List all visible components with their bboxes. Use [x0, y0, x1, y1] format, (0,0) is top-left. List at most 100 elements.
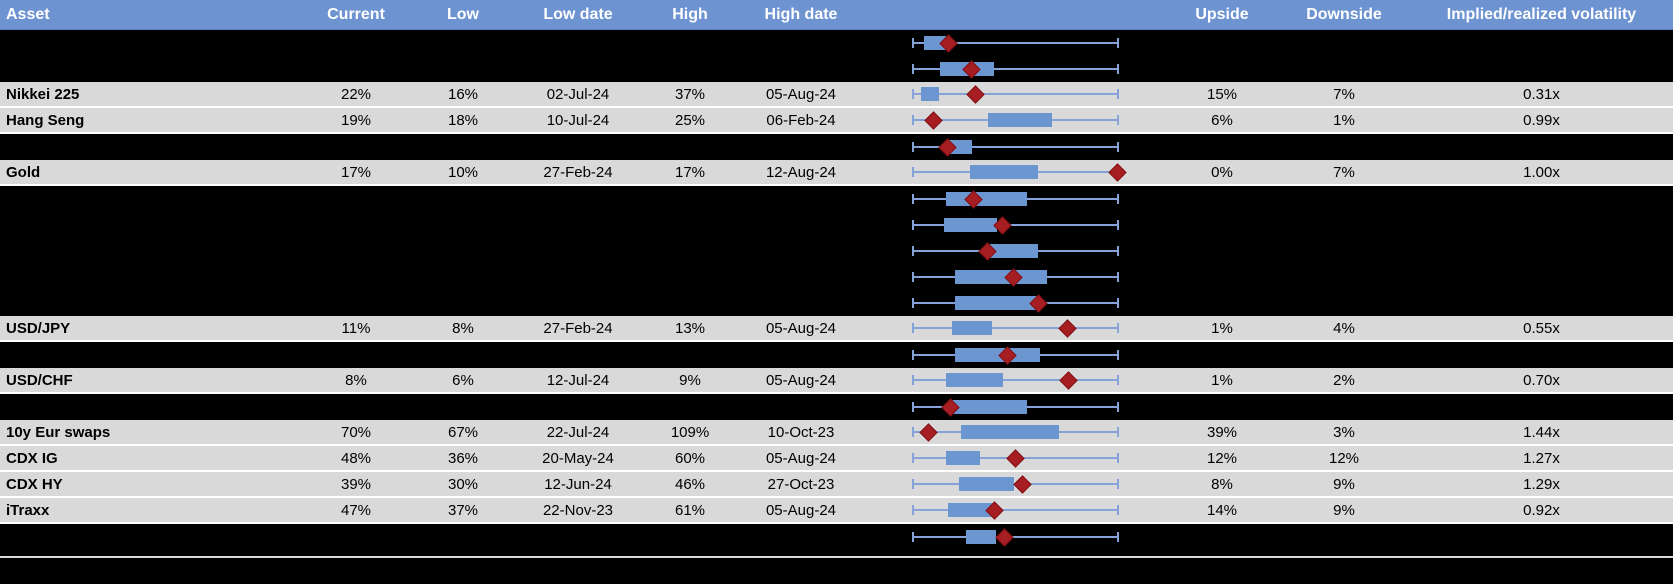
table-row	[0, 290, 1673, 316]
range-box	[944, 218, 998, 232]
table-row: Gold 17% 10% 27-Feb-24 17% 12-Aug-24 0% …	[0, 160, 1673, 186]
high-date: 05-Aug-24	[765, 85, 837, 103]
table-row	[0, 134, 1673, 160]
range-box	[989, 244, 1038, 258]
high-date: 05-Aug-24	[765, 319, 837, 337]
low-value: 36%	[447, 449, 479, 467]
asset-name: iTraxx	[6, 501, 50, 519]
whisker-cap-right	[1117, 115, 1119, 125]
low-value: 10%	[447, 163, 479, 181]
header-high-date: High date	[764, 5, 838, 23]
whisker-cap-right	[1117, 220, 1119, 230]
low-value: 16%	[447, 85, 479, 103]
header-downside: Downside	[1306, 5, 1382, 23]
current-value: 47%	[340, 501, 372, 519]
range-box	[988, 113, 1052, 127]
implied-realized-value: 1.27x	[1523, 449, 1560, 467]
range-chart-cell	[864, 316, 1166, 340]
whisker-cap-left	[912, 115, 914, 125]
range-box	[961, 425, 1059, 439]
whisker-cap-left	[912, 142, 914, 152]
table-row: USD/JPY 11% 8% 27-Feb-24 13% 05-Aug-24 1…	[0, 316, 1673, 342]
asset-name: Nikkei 225	[6, 85, 80, 103]
upside-value: 6%	[1211, 111, 1233, 129]
current-value: 22%	[340, 85, 372, 103]
high-value: 109%	[670, 423, 710, 441]
table-row	[0, 212, 1673, 238]
range-box	[969, 165, 1039, 179]
whisker-line	[913, 224, 1118, 226]
whisker-line	[913, 509, 1118, 511]
range-chart-cell	[864, 30, 1166, 56]
low-date: 22-Jul-24	[546, 423, 610, 441]
boxplot	[912, 108, 1119, 132]
whisker-cap-left	[912, 194, 914, 204]
range-chart-cell	[864, 56, 1166, 82]
boxplot	[912, 264, 1119, 290]
current-value: 17%	[340, 163, 372, 181]
table-row	[0, 186, 1673, 212]
high-date: 05-Aug-24	[765, 449, 837, 467]
range-chart-cell	[864, 446, 1166, 470]
range-chart-cell	[864, 524, 1166, 550]
range-chart-cell	[864, 212, 1166, 238]
current-marker-icon	[1107, 162, 1127, 182]
boxplot	[912, 238, 1119, 264]
range-box	[952, 321, 992, 335]
boxplot	[912, 420, 1119, 444]
range-chart-cell	[864, 498, 1166, 522]
high-value: 17%	[674, 163, 706, 181]
downside-value: 9%	[1333, 501, 1355, 519]
table-row	[0, 238, 1673, 264]
high-date: 12-Aug-24	[765, 163, 837, 181]
upside-value: 0%	[1211, 163, 1233, 181]
high-date: 27-Oct-23	[767, 475, 835, 493]
implied-realized-value: 1.44x	[1523, 423, 1560, 441]
table-row: CDX HY 39% 30% 12-Jun-24 46% 27-Oct-23 8…	[0, 472, 1673, 498]
whisker-line	[913, 93, 1118, 95]
boxplot	[912, 524, 1119, 550]
range-chart-cell	[864, 394, 1166, 420]
header-implied-realized-volatility: Implied/realized volatility	[1446, 5, 1637, 23]
whisker-cap-right	[1117, 272, 1119, 282]
upside-value: 12%	[1206, 449, 1238, 467]
downside-value: 9%	[1333, 475, 1355, 493]
asset-name: CDX IG	[6, 449, 58, 467]
whisker-cap-left	[912, 167, 914, 177]
whisker-cap-left	[912, 246, 914, 256]
boxplot	[912, 394, 1119, 420]
range-chart-cell	[864, 290, 1166, 316]
downside-value: 7%	[1333, 163, 1355, 181]
upside-value: 8%	[1211, 475, 1233, 493]
downside-value: 1%	[1333, 111, 1355, 129]
whisker-cap-right	[1117, 89, 1119, 99]
upside-value: 39%	[1206, 423, 1238, 441]
whisker-cap-left	[912, 38, 914, 48]
high-value: 13%	[674, 319, 706, 337]
implied-realized-value: 1.29x	[1523, 475, 1560, 493]
whisker-cap-right	[1117, 194, 1119, 204]
header-upside: Upside	[1195, 5, 1249, 23]
low-date: 27-Feb-24	[543, 163, 613, 181]
high-date: 05-Aug-24	[765, 501, 837, 519]
header-chart-spacer	[864, 0, 1166, 29]
header-current: Current	[327, 5, 385, 23]
whisker-cap-left	[912, 375, 914, 385]
asset-name: USD/JPY	[6, 319, 71, 337]
whisker-cap-right	[1117, 505, 1119, 515]
current-marker-icon	[919, 422, 938, 442]
range-box	[950, 400, 1027, 414]
whisker-cap-left	[912, 532, 914, 542]
bottom-filler	[0, 558, 1673, 584]
whisker-cap-left	[912, 402, 914, 412]
boxplot	[912, 368, 1119, 392]
upside-value: 15%	[1206, 85, 1238, 103]
low-date: 12-Jul-24	[546, 371, 610, 389]
low-value: 37%	[447, 501, 479, 519]
high-value: 9%	[679, 371, 701, 389]
high-value: 25%	[674, 111, 706, 129]
range-chart-cell	[864, 108, 1166, 132]
boxplot	[912, 446, 1119, 470]
low-date: 22-Nov-23	[542, 501, 614, 519]
